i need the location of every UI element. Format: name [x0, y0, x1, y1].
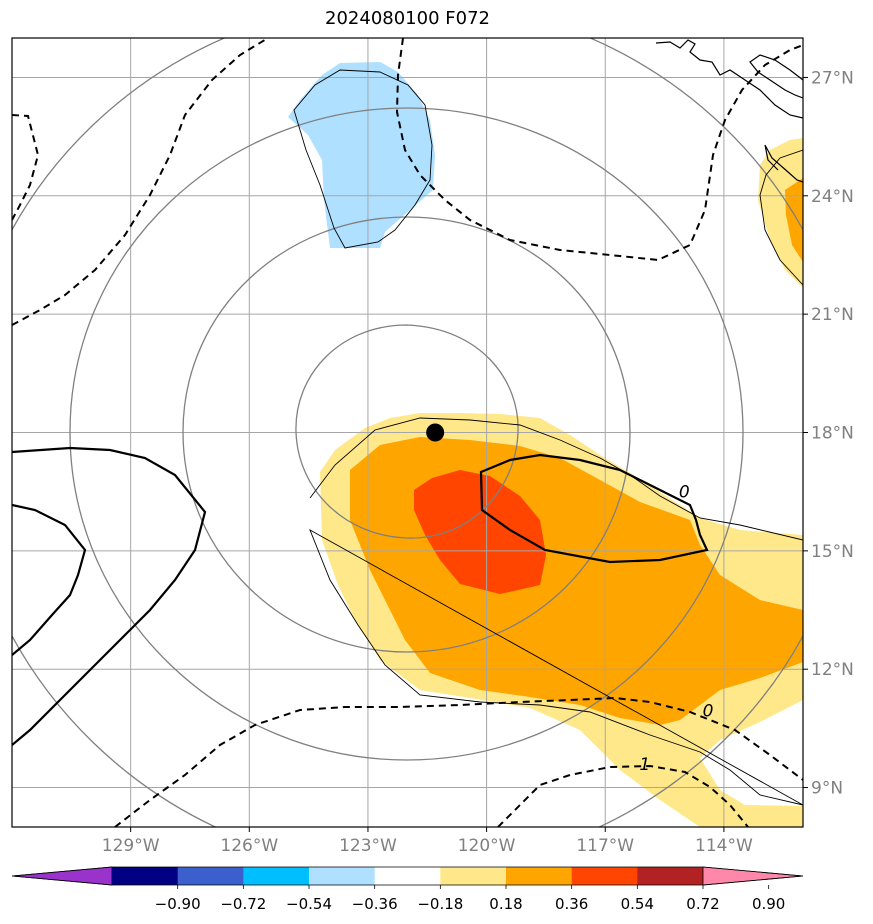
contour-solid-west-inner — [12, 503, 87, 656]
shade-orange-east — [785, 178, 803, 262]
ring-2 — [182, 216, 631, 653]
colorbar-segment-5 — [440, 867, 507, 885]
lon-tick-label-0: 129°W — [102, 836, 160, 856]
contour-solid-east — [479, 453, 709, 564]
outline-warm — [309, 417, 803, 806]
contour-dashed-west — [12, 38, 269, 326]
contour-label-2: 1 — [639, 755, 650, 775]
colorbar-segment-4 — [374, 867, 441, 885]
lon-tick-label-2: 123°W — [339, 836, 397, 856]
colorbar-segment-0 — [112, 867, 179, 885]
colorbar-extend-low — [11, 866, 113, 886]
shade-blue-region — [288, 62, 435, 248]
colorbar-tick-label-9: 0.90 — [752, 895, 785, 913]
contour-dashed-nw — [12, 114, 40, 221]
contour-label-1: 0 — [703, 702, 714, 722]
colorbar-segment-8 — [637, 867, 704, 885]
map-title: 2024080100 F072 — [325, 8, 490, 29]
lon-tick-label-5: 114°W — [695, 836, 753, 856]
outline-east — [759, 149, 803, 286]
colorbar-tick-label-3: −0.36 — [352, 895, 398, 913]
outline-blue — [293, 69, 433, 249]
colorbar-segment-2 — [243, 867, 310, 885]
lat-tick-label-2: 15°N — [811, 542, 854, 562]
lon-tick-label-3: 120°W — [458, 836, 516, 856]
colorbar-tick-label-8: 0.72 — [686, 895, 719, 913]
contour-label-0: 0 — [679, 483, 690, 503]
shading-layer — [288, 62, 803, 827]
storm-center-marker — [426, 423, 445, 442]
lon-tick-label-4: 117°W — [576, 836, 634, 856]
bold-contours — [12, 446, 709, 746]
distance-rings — [12, 38, 803, 827]
contour-dashed-north — [395, 38, 803, 262]
latitude-ticks: 9°N 12°N 15°N 18°N 21°N 24°N 27°N — [803, 68, 854, 799]
colorbar-outline — [11, 866, 804, 886]
colorbar-segment-7 — [571, 867, 638, 885]
longitude-ticks: 129°W 126°W 123°W 120°W 117°W 114°W — [102, 827, 753, 856]
anomaly-outlines — [293, 69, 803, 806]
shade-red-main — [414, 470, 546, 594]
colorbar-segment-6 — [506, 867, 573, 885]
coastline — [655, 39, 803, 183]
colorbar-tick-label-7: 0.54 — [621, 895, 654, 913]
dashed-contours — [12, 38, 803, 827]
ring-3 — [69, 107, 744, 761]
colorbar-extend-high — [702, 866, 804, 886]
colorbar-tick-label-6: 0.36 — [555, 895, 588, 913]
colorbar-segment-3 — [309, 867, 376, 885]
lat-tick-label-4: 21°N — [811, 305, 854, 325]
lat-tick-label-6: 27°N — [811, 68, 854, 88]
colorbar-tick-label-4: −0.18 — [417, 895, 463, 913]
colorbar-tick-label-0: −0.90 — [155, 895, 201, 913]
ring-4 — [12, 38, 803, 827]
colorbar-segment-1 — [177, 867, 244, 885]
colorbar-tick-label-2: −0.54 — [286, 895, 332, 913]
baja-california-coast — [655, 39, 803, 183]
contour-dashed-south — [114, 696, 803, 827]
lat-tick-label-1: 12°N — [811, 660, 854, 680]
colorbar-tick-label-1: −0.72 — [220, 895, 266, 913]
lon-tick-label-1: 126°W — [220, 836, 278, 856]
colorbar-tick-label-5: 0.18 — [489, 895, 522, 913]
colorbar: −0.90 −0.72 −0.54 −0.36 −0.18 0.18 0.36 0.54 0.7… — [11, 866, 804, 913]
ring-1 — [295, 324, 519, 539]
lat-tick-label-0: 9°N — [811, 779, 843, 799]
lat-tick-label-5: 24°N — [811, 187, 854, 207]
contour-labels: 0 0 1 — [639, 483, 714, 775]
contour-solid-west — [12, 446, 207, 746]
lat-tick-label-3: 18°N — [811, 424, 854, 444]
